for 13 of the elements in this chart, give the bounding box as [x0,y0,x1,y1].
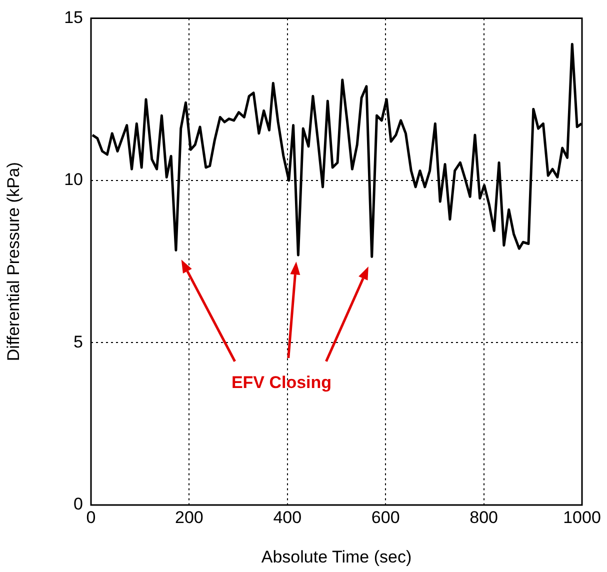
x-tick-label: 1000 [563,508,601,527]
x-tick-label: 0 [86,508,96,527]
x-tick-label: 200 [175,508,204,527]
y-tick-label: 0 [74,494,83,514]
x-axis-title: Absolute Time (sec) [261,547,412,566]
x-tick-label: 800 [470,508,498,527]
annotation: EFV Closing [231,373,332,394]
y-tick-label: 5 [74,332,83,352]
x-tick-label: 600 [371,508,400,527]
x-tick-label: 400 [273,508,302,527]
y-tick-label: 10 [64,170,83,190]
y-tick-label: 15 [64,8,83,27]
y-axis-title: Differential Pressure (kPa) [4,162,23,362]
